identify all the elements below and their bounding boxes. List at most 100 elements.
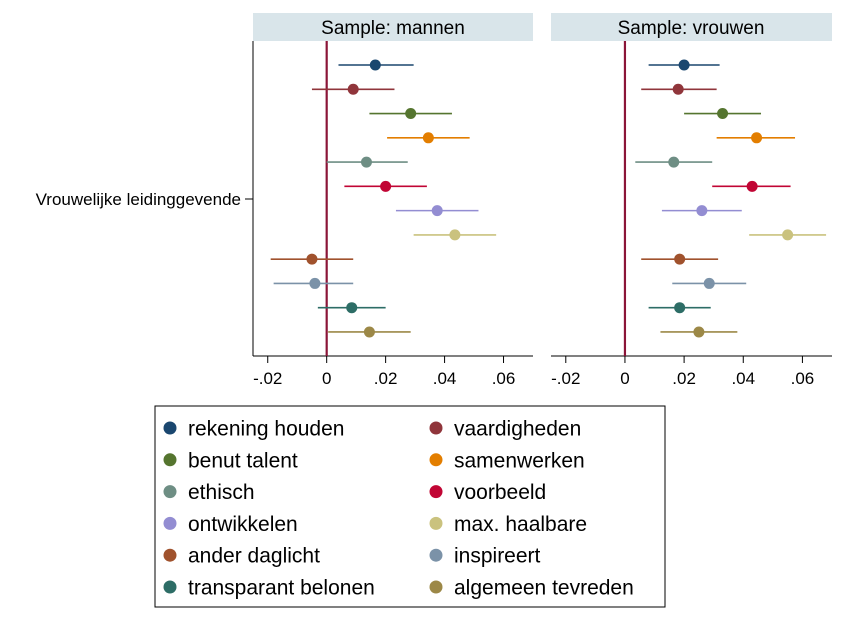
legend-marker — [163, 580, 177, 594]
estimate-voorbeeld — [344, 180, 427, 192]
estimate-benut-talent — [684, 108, 762, 120]
panel-strip-mannen — [253, 13, 533, 41]
legend-label: benut talent — [188, 449, 298, 472]
legend-marker — [163, 485, 177, 499]
legend-label: max. haalbare — [454, 513, 587, 536]
x-ticks-vrouwen: -.02 0 .02 .04 .06 — [551, 356, 814, 388]
panel-vrouwen: Sample: vrouwen -.02 0 .02 .04 .06 — [551, 13, 832, 388]
x-tick-label: 0 — [322, 369, 331, 388]
estimate-ander-daglicht — [641, 253, 719, 265]
legend-marker — [429, 421, 443, 435]
estimate-algemeen-tevreden — [328, 326, 411, 338]
estimate-rekening-houden — [338, 59, 414, 71]
point-benut-talent — [405, 108, 417, 120]
estimate-rekening-houden — [648, 59, 720, 71]
panel-mannen: Sample: mannen Vrouwelijke leidinggevend… — [36, 13, 533, 388]
estimate-ander-daglicht — [270, 253, 354, 265]
x-tick-label: .04 — [433, 369, 457, 388]
point-ander-daglicht — [674, 253, 686, 265]
legend-marker — [429, 548, 443, 562]
point-voorbeeld — [380, 180, 392, 192]
estimate-samenwerken — [387, 132, 470, 144]
x-tick-label: .02 — [374, 369, 398, 388]
legend-label: inspireert — [454, 545, 541, 568]
legend-item-samenwerken: samenwerken — [429, 449, 585, 472]
estimate-algemeen-tevreden — [660, 326, 738, 338]
x-tick-label: 0 — [620, 369, 629, 388]
panel-title-mannen: Sample: mannen — [321, 18, 465, 39]
point-max-haalbare — [782, 229, 794, 241]
x-tick-label: .04 — [731, 369, 755, 388]
legend-item-voorbeeld: voorbeeld — [429, 481, 546, 504]
estimate-voorbeeld — [712, 180, 791, 192]
x-tick-label: .02 — [672, 369, 696, 388]
estimate-ontwikkelen — [395, 205, 479, 217]
point-ander-daglicht — [306, 253, 318, 265]
legend-label: ontwikkelen — [188, 513, 298, 536]
legend-item-benut-talent: benut talent — [163, 449, 298, 472]
panel-title-vrouwen: Sample: vrouwen — [618, 18, 765, 39]
legend-label: vaardigheden — [454, 418, 581, 441]
estimate-max-haalbare — [413, 229, 497, 241]
point-transparant-belonen — [346, 302, 358, 314]
legend-label: rekening houden — [188, 418, 344, 441]
point-rekening-houden — [369, 59, 381, 71]
estimate-max-haalbare — [749, 229, 827, 241]
legend-marker — [429, 485, 443, 499]
point-ethisch — [668, 156, 680, 168]
estimate-benut-talent — [369, 108, 452, 120]
legend-item-rekening-houden: rekening houden — [163, 418, 344, 441]
point-max-haalbare — [449, 229, 461, 241]
legend-item-algemeen-tevreden: algemeen tevreden — [429, 577, 634, 600]
point-ethisch — [360, 156, 372, 168]
estimate-transparant-belonen — [317, 302, 386, 314]
legend-marker — [429, 580, 443, 594]
legend-marker — [163, 516, 177, 530]
point-transparant-belonen — [674, 302, 686, 314]
estimate-inspireert — [672, 277, 747, 289]
point-inspireert — [309, 277, 321, 289]
estimate-samenwerken — [716, 132, 796, 144]
legend-label: transparant belonen — [188, 577, 375, 600]
estimate-transparant-belonen — [648, 302, 711, 314]
estimate-vaardigheden — [311, 83, 395, 95]
legend-marker — [163, 453, 177, 467]
point-benut-talent — [717, 108, 729, 120]
point-samenwerken — [422, 132, 434, 144]
point-rekening-houden — [678, 59, 690, 71]
legend-item-vaardigheden: vaardigheden — [429, 418, 581, 441]
point-vaardigheden — [672, 83, 684, 95]
legend-marker — [163, 421, 177, 435]
x-tick-label: -.02 — [253, 369, 282, 388]
legend-item-max-haalbare: max. haalbare — [429, 513, 587, 536]
point-ontwikkelen — [696, 205, 708, 217]
estimates-vrouwen — [623, 41, 827, 356]
x-ticks-mannen: -.02 0 .02 .04 .06 — [253, 356, 515, 388]
legend-box — [154, 405, 666, 608]
point-ontwikkelen — [431, 205, 443, 217]
legend-item-ontwikkelen: ontwikkelen — [163, 513, 298, 536]
legend-item-transparant-belonen: transparant belonen — [163, 577, 375, 600]
point-algemeen-tevreden — [693, 326, 705, 338]
point-samenwerken — [751, 132, 763, 144]
legend-item-inspireert: inspireert — [429, 545, 541, 568]
point-vaardigheden — [347, 83, 359, 95]
legend-marker — [429, 453, 443, 467]
legend-label: ander daglicht — [188, 545, 320, 568]
point-voorbeeld — [746, 180, 758, 192]
legend-item-ander-daglicht: ander daglicht — [163, 545, 320, 568]
legend-marker — [429, 516, 443, 530]
x-tick-label: .06 — [791, 369, 815, 388]
legend-items: rekening houden vaardigheden benut talent s… — [163, 418, 634, 600]
panel-strip-vrouwen — [551, 13, 832, 41]
legend-label: samenwerken — [454, 449, 585, 472]
legend-label: voorbeeld — [454, 481, 546, 504]
legend-item-ethisch: ethisch — [163, 481, 255, 504]
estimate-vaardigheden — [641, 83, 717, 95]
estimate-inspireert — [273, 277, 354, 289]
point-inspireert — [703, 277, 715, 289]
legend: rekening houden vaardigheden benut talent s… — [154, 405, 666, 608]
legend-label: ethisch — [188, 481, 255, 504]
legend-label: algemeen tevreden — [454, 577, 634, 600]
